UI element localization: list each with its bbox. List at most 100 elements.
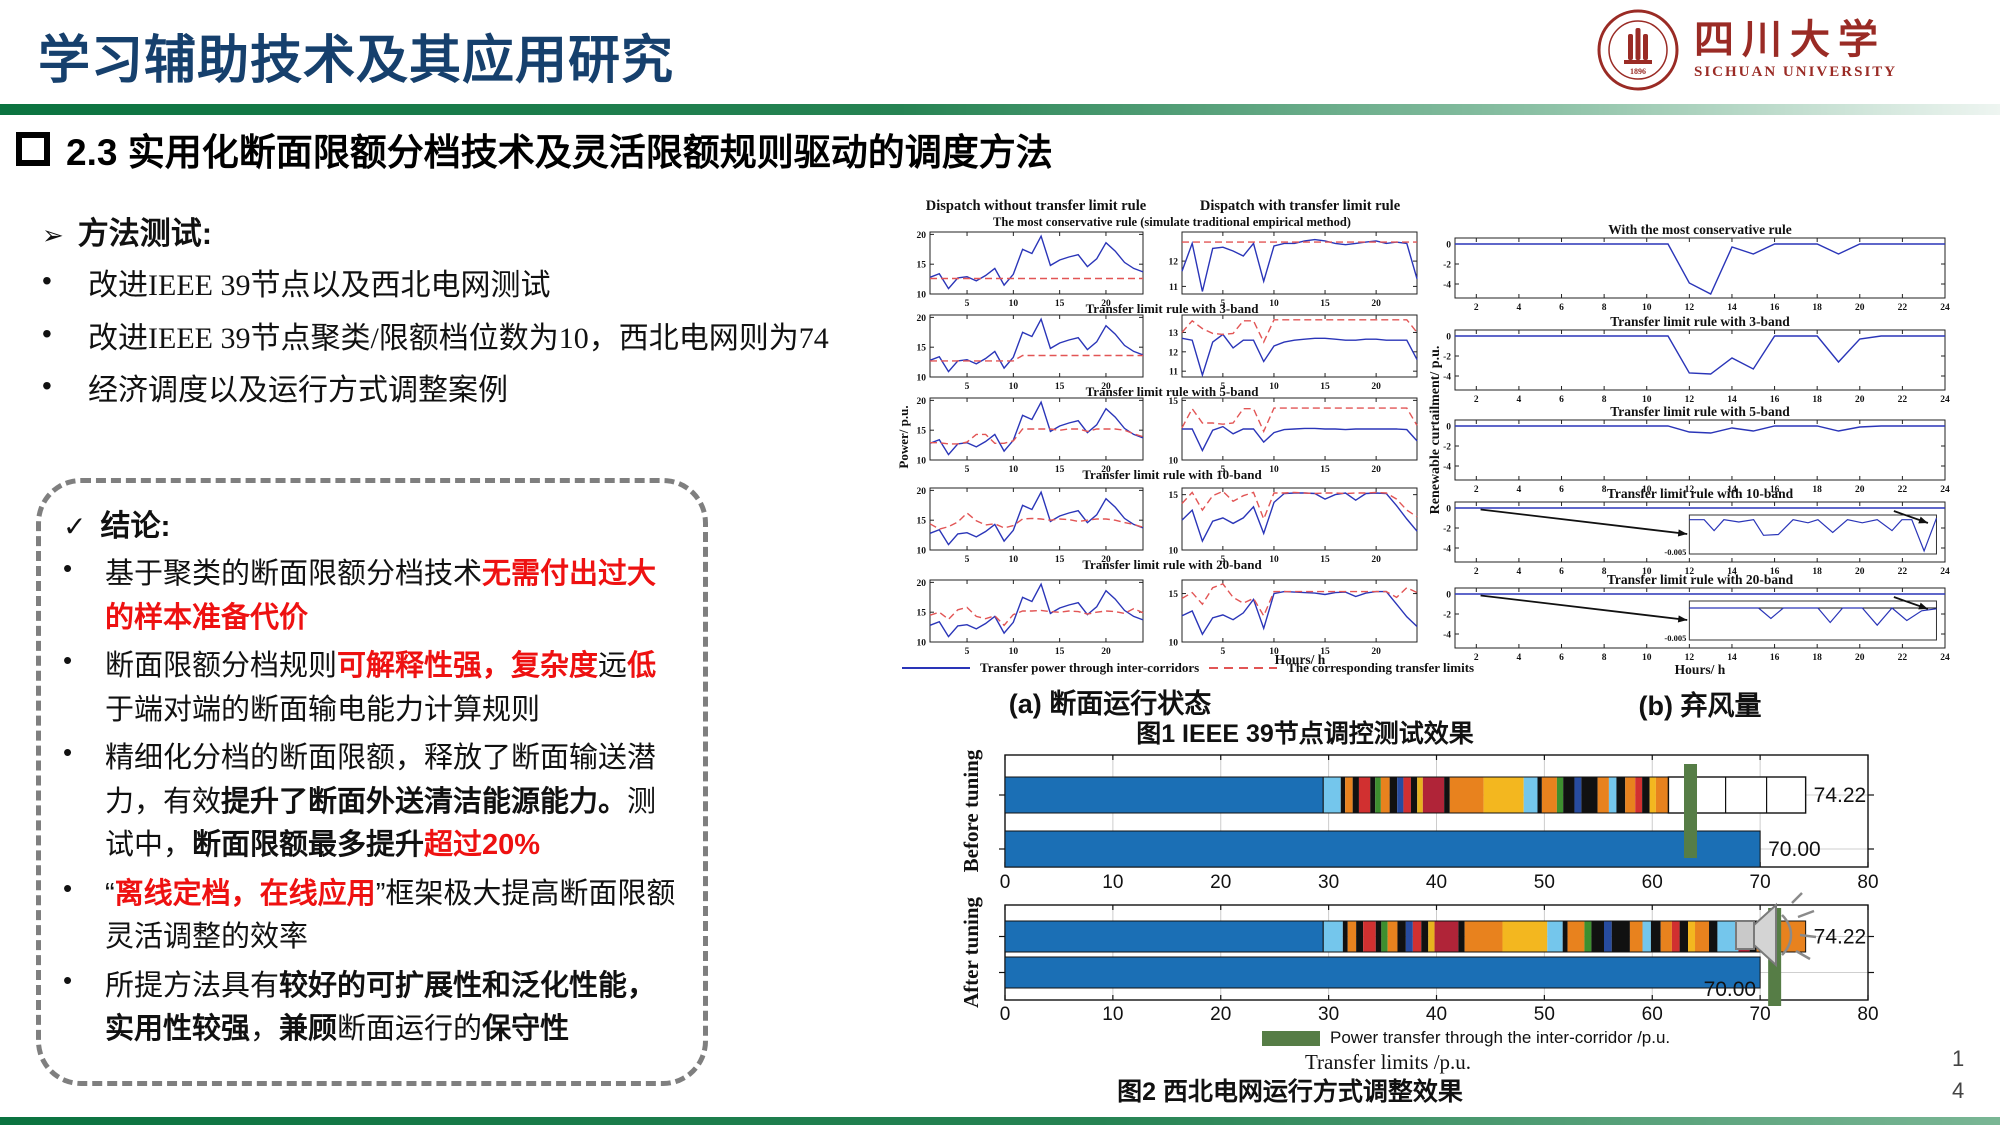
text-segment: 提升了断面外送清洁能源能力。 [221, 785, 628, 818]
svg-text:15: 15 [1169, 397, 1179, 407]
chart-canvas: 5 10 15 20 10 15 20 [917, 397, 1144, 475]
svg-text:15: 15 [917, 344, 927, 354]
figure1-legend: Transfer power through inter-corridors Th… [900, 660, 1474, 676]
svg-text:24: 24 [1940, 653, 1950, 663]
chart-canvas: 5 10 15 20 10 15 20 [917, 231, 1144, 309]
fig1-chart-c1r3: 5 10 15 20 10 15 [1148, 483, 1427, 573]
university-logo: 1896 四川大学 SICHUAN UNIVERSITY [1596, 8, 1926, 92]
green-transfer-marker [1684, 764, 1698, 858]
svg-text:4: 4 [1517, 567, 1522, 577]
university-seal-icon: 1896 [1597, 9, 1679, 91]
svg-text:40: 40 [1426, 1004, 1447, 1025]
svg-text:2: 2 [1474, 485, 1479, 495]
svg-text:18: 18 [1812, 567, 1822, 577]
chart-canvas: 5 10 15 20 10 15 [1169, 487, 1418, 565]
fig1-right-title-1: With the most conservative rule [1608, 222, 1792, 237]
bullet-dot-icon: • [42, 265, 52, 296]
check-bullet-icon: ✓ [63, 511, 87, 542]
svg-text:20: 20 [917, 487, 927, 497]
svg-text:5: 5 [965, 382, 970, 392]
svg-text:-2: -2 [1443, 611, 1451, 621]
svg-text:20: 20 [1371, 555, 1381, 565]
svg-text:10: 10 [917, 374, 927, 384]
speaker-icon[interactable] [1735, 892, 1817, 968]
svg-text:12: 12 [1685, 395, 1695, 405]
svg-text:8: 8 [1602, 395, 1607, 405]
svg-text:12: 12 [1685, 653, 1695, 663]
svg-text:20: 20 [1371, 465, 1381, 475]
conclusion-bullet-text: “离线定档，在线应用”框架极大提高断面限额灵活调整的效率 [105, 873, 683, 960]
svg-text:5: 5 [1220, 465, 1225, 475]
svg-text:4: 4 [1517, 485, 1522, 495]
text-segment: 无需付出过大的样本准备代价 [105, 558, 657, 634]
fig1-chart-c2r0: 2 4 6 8 10 12 14 16 18 20 22 24 0 -2 -4 [1421, 233, 1955, 321]
legend-label-1: Transfer power through inter-corridors [980, 660, 1200, 675]
svg-text:20: 20 [917, 231, 927, 241]
svg-text:5: 5 [1220, 382, 1225, 392]
svg-text:4: 4 [1517, 303, 1522, 313]
legend-line-sample [902, 667, 970, 669]
bar-value-label: 70.00 [1768, 838, 1821, 861]
fig1-row-subtitle-3: Transfer limit rule with 10-band [1082, 467, 1262, 482]
fig1-chart-c1r1: 5 10 15 20 11 12 13 [1148, 310, 1427, 400]
caption-a: (a) 断面运行状态 [1008, 689, 1212, 719]
svg-text:-2: -2 [1443, 525, 1451, 535]
svg-text:15: 15 [1320, 382, 1330, 392]
conclusion-bullet-4: • “离线定档，在线应用”框架极大提高断面限额灵活调整的效率 [63, 873, 683, 960]
svg-text:10: 10 [917, 291, 927, 301]
svg-text:18: 18 [1812, 303, 1822, 313]
svg-text:80: 80 [1857, 1004, 1878, 1025]
svg-text:20: 20 [1101, 555, 1111, 565]
conclusion-bullet-1: • 基于聚类的断面限额分档技术无需付出过大的样本准备代价 [63, 553, 683, 640]
svg-text:0: 0 [1446, 241, 1451, 251]
svg-text:6: 6 [1559, 485, 1564, 495]
fig1-col1-header: Dispatch without transfer limit rule [925, 198, 1147, 214]
svg-text:8: 8 [1602, 485, 1607, 495]
svg-text:15: 15 [1055, 299, 1065, 309]
page-title: 学习辅助技术及其应用研究 [38, 32, 675, 90]
svg-text:15: 15 [1320, 647, 1330, 657]
svg-text:15: 15 [1055, 647, 1065, 657]
svg-text:12: 12 [1685, 303, 1695, 313]
fig1-xlabel-right: Hours/ h [1674, 662, 1726, 677]
svg-text:18: 18 [1812, 653, 1822, 663]
chart-canvas: 2 4 6 8 10 12 14 16 18 20 22 240-2-4 [1443, 419, 1950, 495]
figure2-canvas: 0 10 20 30 40 50 60 70 80 74.22 70.00 Before tuning… [959, 749, 1879, 1025]
legend-line-sample [1209, 667, 1278, 669]
svg-text:10: 10 [1102, 1004, 1123, 1025]
green-swatch-icon [1262, 1030, 1320, 1046]
svg-text:1896: 1896 [1630, 67, 1646, 76]
conclusion-bullet-3: • 精细化分档的断面限额，释放了断面输送潜力，有效提升了断面外送清洁能源能力。测试… [63, 737, 683, 868]
logo-name-cn: 四川大学 [1694, 16, 1886, 62]
section-bullet-icon [16, 132, 50, 166]
svg-text:10: 10 [917, 639, 927, 649]
svg-text:70: 70 [1750, 872, 1771, 893]
fig1-right-title-4: Transfer limit rule with 10-band [1606, 486, 1794, 501]
svg-text:0: 0 [1446, 333, 1451, 343]
svg-text:10: 10 [917, 547, 927, 557]
svg-text:15: 15 [1320, 299, 1330, 309]
text-segment: 断面限额分档规则 [105, 650, 338, 682]
svg-text:10: 10 [1269, 647, 1279, 657]
svg-text:20: 20 [1371, 382, 1381, 392]
svg-text:80: 80 [1857, 872, 1878, 893]
svg-text:14: 14 [1727, 653, 1737, 663]
svg-text:10: 10 [1269, 382, 1279, 392]
chart-canvas: 5 10 15 20 11 12 13 [1169, 314, 1418, 392]
svg-text:10: 10 [1009, 382, 1019, 392]
method-block: ➢ 方法测试: • 改进IEEE 39节点以及西北电网测试 • 改进IEEE 39节点… [42, 208, 887, 423]
svg-text:2: 2 [1474, 653, 1479, 663]
fig1-chart-c1r4: 5 10 15 20 10 15 [1148, 575, 1427, 665]
text-segment: ， [250, 1013, 280, 1045]
conclusion-bullet-5: • 所提方法具有较好的可扩展性和泛化性能，实用性较强，兼顾断面运行的保守性 [63, 965, 683, 1052]
text-segment: 基于聚类的断面限额分档技术 [105, 558, 483, 590]
bar-value-label: 74.22 [1814, 784, 1867, 807]
arrow-bullet-icon: ➢ [42, 220, 64, 250]
figure2-legend2-label: Transfer limits /p.u. [1304, 1050, 1472, 1074]
svg-text:22: 22 [1898, 485, 1908, 495]
conclusion-bullet-text: 精细化分档的断面限额，释放了断面输送潜力，有效提升了断面外送清洁能源能力。测试中… [105, 737, 683, 868]
fig1-right-title-5: Transfer limit rule with 20-band [1606, 572, 1794, 587]
svg-text:10: 10 [1642, 653, 1652, 663]
chart-canvas: 5 10 15 20 11 12 [1169, 231, 1418, 309]
svg-text:-2: -2 [1443, 353, 1451, 363]
